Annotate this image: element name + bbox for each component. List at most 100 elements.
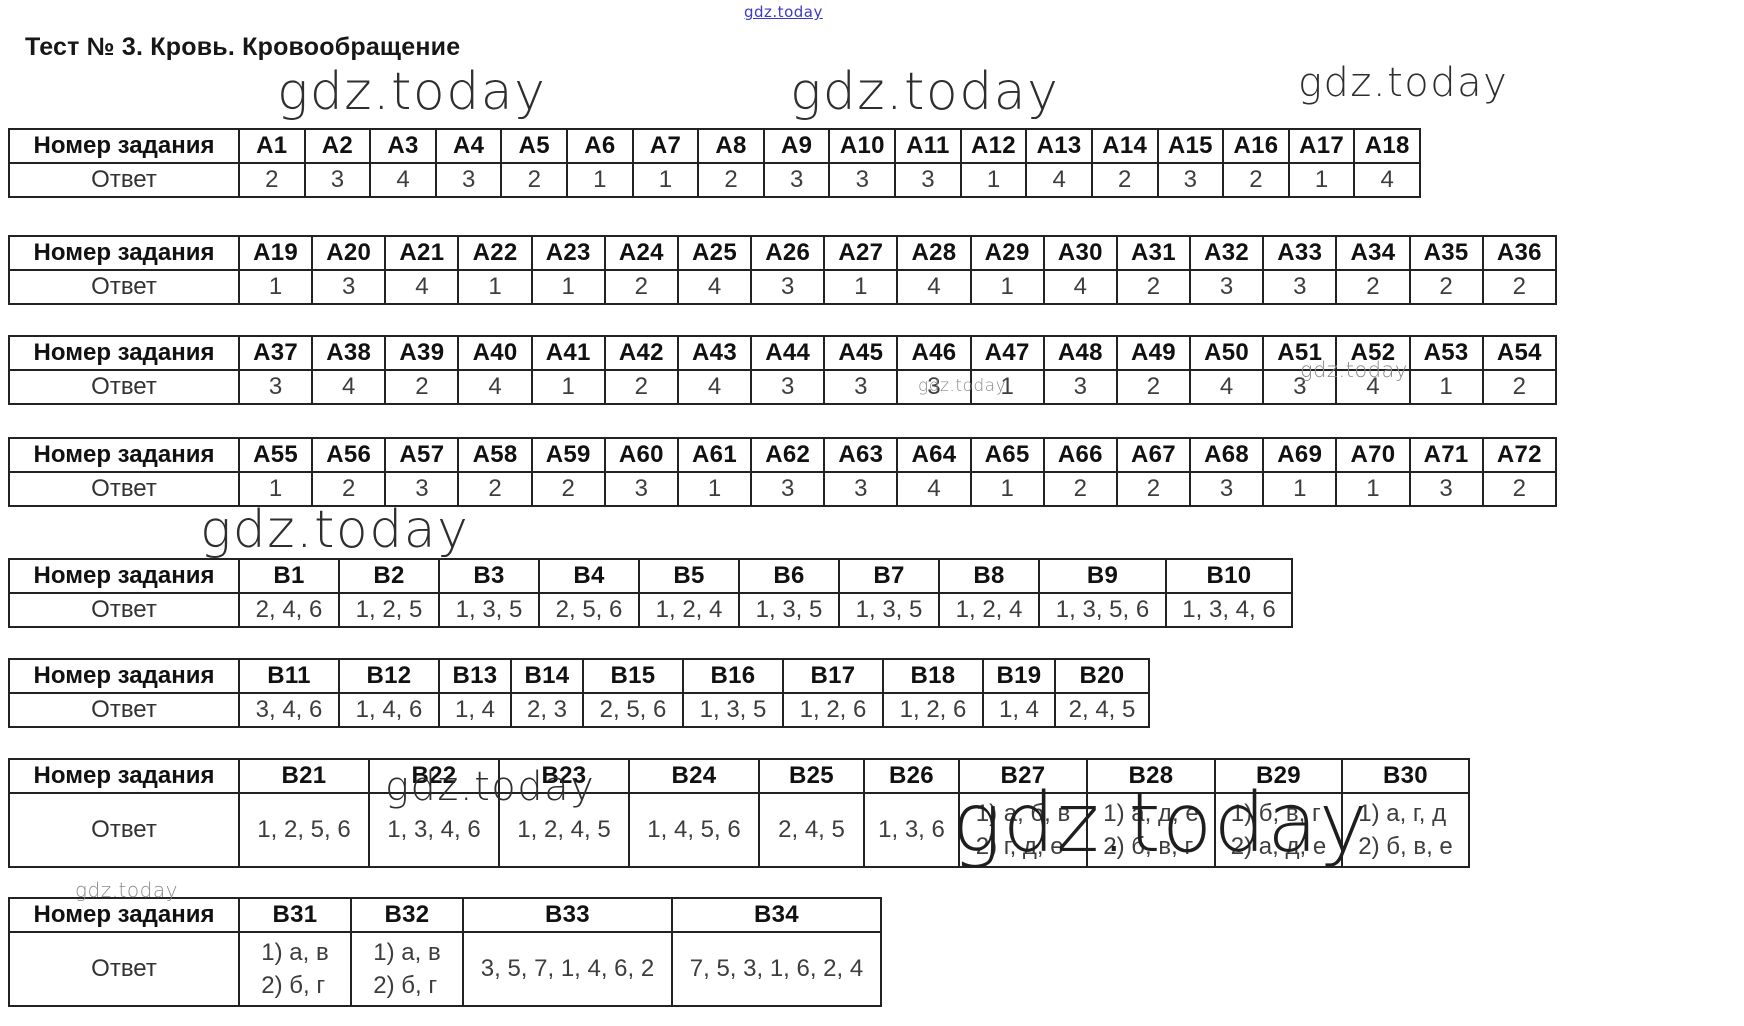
question-cell: А20 — [311, 235, 387, 271]
answer-cell: 7, 5, 3, 1, 6, 2, 4 — [671, 931, 882, 1007]
answer-cell: 1 — [530, 269, 606, 305]
answer-cell: 4 — [1335, 369, 1411, 405]
question-cell: А31 — [1115, 235, 1192, 271]
watermark-gdz-today: gdz.today — [200, 500, 470, 560]
question-cell: А26 — [750, 235, 826, 271]
answer-cell: 1, 3, 5 — [682, 692, 784, 728]
page-title: Тест № 3. Кровь. Кровообращение — [25, 33, 461, 61]
answer-cell: 1, 4, 6 — [338, 692, 440, 728]
question-cell: В34 — [671, 897, 882, 933]
question-cell: А16 — [1222, 128, 1290, 164]
question-cell: В7 — [838, 558, 940, 594]
answer-cell: 2 — [1408, 269, 1484, 305]
question-cell: В32 — [350, 897, 464, 933]
answer-cell: 2 — [500, 162, 569, 198]
answer-cell: 1, 3, 5, 6 — [1038, 592, 1167, 628]
answer-cell: 4 — [1025, 162, 1093, 198]
question-cell: В23 — [498, 758, 630, 794]
answer-cell: 2 — [1481, 471, 1558, 507]
question-cell: А34 — [1335, 235, 1411, 271]
watermark-gdz-today: gdz.today — [277, 62, 547, 122]
answer-cell: 1) а, д, е 2) б, в, г — [1086, 792, 1216, 868]
question-cell: А13 — [1025, 128, 1093, 164]
answer-cell: 1, 3, 4, 6 — [368, 792, 500, 868]
answer-cell: 1, 3, 6 — [863, 792, 960, 868]
answer-cell: 2 — [1090, 162, 1159, 198]
question-cell: А56 — [311, 437, 387, 473]
watermark-link-gdz-today: gdz.today — [744, 3, 823, 21]
header-row: Номер задания А1 А2 А3 А4 А5 А6 А7 А8 А9 А10 А11 А12… — [8, 128, 1421, 164]
question-cell: В1 — [238, 558, 340, 594]
answer-cell: 4 — [1189, 369, 1265, 405]
answer-cell: 1, 2, 4 — [938, 592, 1040, 628]
question-cell: А58 — [457, 437, 533, 473]
answer-table-a55-a72: Номер задания А55 А56 А57 А58 А59 А60 А61 А62 А63… — [8, 437, 1558, 507]
question-cell: А45 — [823, 335, 899, 371]
answer-cell: 2 — [1481, 369, 1558, 405]
question-cell: А23 — [530, 235, 606, 271]
answer-cell: 2, 4, 5 — [758, 792, 865, 868]
question-cell: А43 — [676, 335, 753, 371]
question-cell: А37 — [237, 335, 314, 371]
answer-cell: 3 — [750, 269, 826, 305]
question-cell: А51 — [1262, 335, 1338, 371]
answer-cell: 1) а, в 2) б, г — [350, 931, 464, 1007]
answer-cell: 4 — [676, 369, 753, 405]
question-cell: А17 — [1287, 128, 1356, 164]
answer-cell: 4 — [384, 269, 460, 305]
answer-cell: 2, 4, 6 — [238, 592, 340, 628]
answer-cell: 2, 3 — [510, 692, 584, 728]
question-cell: В30 — [1341, 758, 1470, 794]
answer-row: Ответ 1 2 3 2 2 3 1 3 3 4 1 2 2 3 1 1 3 2 — [8, 471, 1558, 507]
question-cell: В9 — [1038, 558, 1167, 594]
answer-cell: 1, 2, 6 — [882, 692, 984, 728]
question-cell: А32 — [1189, 235, 1265, 271]
header-row: Номер задания В31 В32 В33 В34 — [8, 897, 882, 933]
answer-cell: 1, 2, 6 — [782, 692, 884, 728]
question-cell: А39 — [384, 335, 460, 371]
answer-cell: 2, 5, 6 — [538, 592, 640, 628]
answer-table-a37-a54: Номер задания А37 А38 А39 А40 А41 А42 А43 А44 А45… — [8, 335, 1558, 405]
answer-cell: 3 — [1408, 471, 1484, 507]
answer-cell: 2 — [311, 471, 387, 507]
answer-cell: 3 — [894, 162, 962, 198]
answer-cell: 3 — [823, 369, 899, 405]
question-cell: А5 — [500, 128, 569, 164]
answer-cell: 2 — [530, 471, 606, 507]
answer-table-b31-b34: Номер задания В31 В32 В33 В34 Ответ 1) а, в 2) … — [8, 897, 882, 1007]
answer-cell: 4 — [311, 369, 387, 405]
answer-cell: 1, 3, 5 — [438, 592, 540, 628]
answer-cell: 3 — [1189, 269, 1265, 305]
question-cell: А19 — [237, 235, 314, 271]
answer-cell: 3 — [1262, 369, 1338, 405]
row-header-answer: Ответ — [8, 592, 240, 628]
answer-cell: 1) б, в, г 2) а, д, е — [1214, 792, 1343, 868]
answer-cell: 1 — [969, 471, 1045, 507]
answer-cell: 1 — [530, 369, 606, 405]
answer-cell: 3 — [1156, 162, 1225, 198]
row-header-question: Номер задания — [8, 558, 240, 594]
watermark-gdz-today: gdz.today — [1298, 60, 1509, 106]
question-cell: А63 — [823, 437, 899, 473]
question-cell: А55 — [237, 437, 314, 473]
answer-cell: 1 — [823, 269, 899, 305]
answer-cell: 3 — [750, 369, 826, 405]
answer-cell: 3 — [1042, 369, 1118, 405]
answer-cell: 1, 2, 4 — [638, 592, 740, 628]
row-header-answer: Ответ — [8, 692, 240, 728]
answer-cell: 3 — [303, 162, 372, 198]
question-cell: А41 — [530, 335, 606, 371]
question-cell: А71 — [1408, 437, 1484, 473]
question-cell: В28 — [1086, 758, 1216, 794]
question-cell: А12 — [959, 128, 1028, 164]
answer-cell: 3 — [603, 471, 679, 507]
answer-cell: 2 — [457, 471, 533, 507]
question-cell: В14 — [510, 658, 584, 694]
answer-table-b1-b10: Номер задания В1 В2 В3 В4 В5 В6 В7 В8 В9 В10 Ответ 2… — [8, 558, 1293, 628]
question-cell: А25 — [676, 235, 753, 271]
answer-cell: 1, 2, 5, 6 — [238, 792, 370, 868]
question-cell: В5 — [638, 558, 740, 594]
question-cell: В33 — [462, 897, 673, 933]
question-cell: А54 — [1481, 335, 1558, 371]
answer-cell: 2 — [1115, 369, 1192, 405]
